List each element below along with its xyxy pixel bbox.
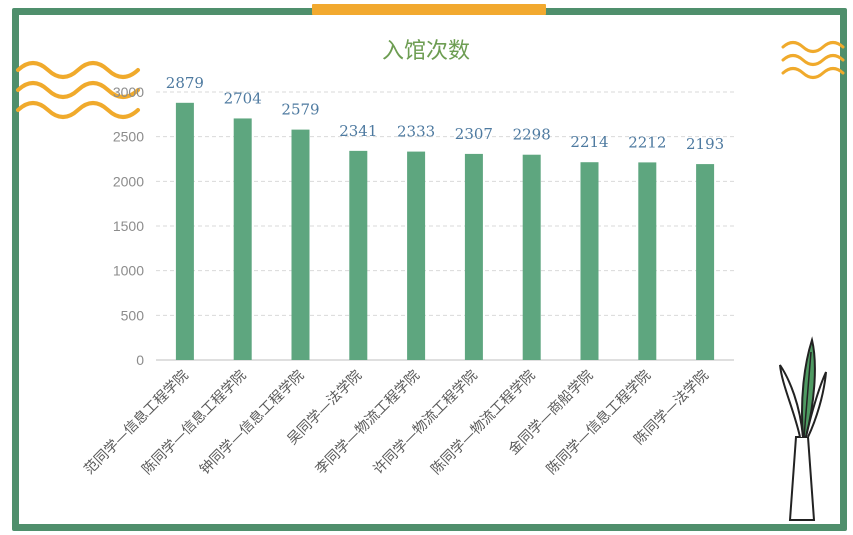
y-tick-label: 1000 — [113, 263, 144, 279]
wave-decoration-icon — [16, 61, 140, 119]
y-tick-label: 1500 — [113, 218, 144, 234]
data-label: 2298 — [513, 126, 551, 144]
y-tick-label: 2500 — [113, 129, 144, 145]
x-axis-labels: 范同学—信息工程学院陈同学—信息工程学院钟同学—信息工程学院吴同学—法学院李同学… — [81, 367, 712, 478]
bar — [696, 164, 715, 360]
bar — [580, 162, 599, 360]
bar — [638, 162, 657, 360]
data-label: 2333 — [397, 123, 435, 141]
bar — [522, 154, 541, 360]
data-label: 2307 — [455, 125, 493, 143]
x-tick-label: 李同学—物流工程学院 — [313, 368, 423, 478]
x-tick-label: 陈同学—信息工程学院 — [139, 367, 250, 478]
x-tick-label: 许同学—物流工程学院 — [370, 368, 480, 478]
x-tick-label: 陈同学—信息工程学院 — [543, 367, 654, 478]
bar — [464, 153, 483, 360]
y-tick-label: 500 — [121, 307, 145, 323]
data-labels: 2879 2704 2579 2341 2333 2307 2298 2214 2212 2193 — [166, 74, 724, 153]
gridlines — [156, 91, 734, 316]
x-tick-label: 陈同学—物流工程学院 — [428, 367, 539, 478]
x-tick-label: 钟同学—信息工程学院 — [196, 367, 307, 478]
data-label: 2212 — [628, 133, 666, 151]
top-accent-bar — [312, 4, 546, 15]
y-axis-ticks: 0 500 1000 1500 2000 2500 3000 — [113, 84, 144, 368]
plant-vase-icon — [779, 336, 827, 521]
y-tick-label: 3000 — [113, 84, 144, 100]
chart-title: 入馆次数 — [382, 39, 470, 64]
data-label: 2214 — [570, 133, 608, 151]
x-tick-label: 范同学—信息工程学院 — [81, 367, 192, 478]
data-label: 2879 — [166, 74, 204, 92]
bar — [291, 129, 310, 360]
bar — [175, 102, 194, 361]
data-label: 2579 — [281, 101, 319, 119]
bars — [175, 102, 715, 361]
bar — [233, 118, 252, 361]
data-label: 2193 — [686, 135, 724, 153]
bar — [349, 150, 368, 360]
data-label: 2341 — [339, 122, 377, 140]
y-tick-label: 2000 — [113, 173, 144, 189]
bar — [407, 151, 426, 360]
data-label: 2704 — [224, 89, 262, 107]
y-tick-label: 0 — [136, 352, 144, 368]
wave-decoration-icon — [781, 41, 845, 79]
